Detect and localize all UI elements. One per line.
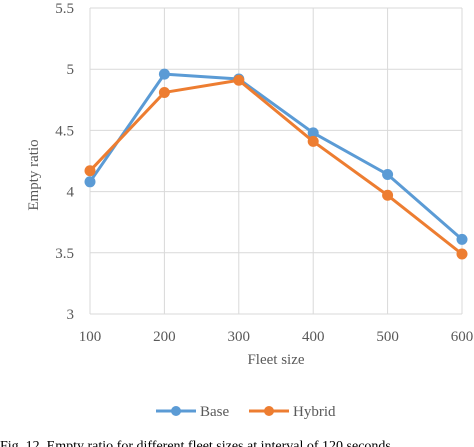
y-tick-label: 3.5 — [55, 246, 74, 262]
x-tick-label: 400 — [302, 329, 325, 345]
data-point-base — [382, 168, 394, 180]
legend-marker-hybrid — [264, 406, 274, 416]
y-axis-label: Empty ratio — [26, 139, 42, 210]
y-tick-label: 4.5 — [55, 123, 74, 139]
y-tick-label: 5.5 — [55, 1, 74, 17]
gridlines — [89, 7, 463, 314]
legend: Base Hybrid — [156, 404, 336, 420]
legend-item-base: Base — [156, 404, 230, 420]
x-tick-label: 600 — [451, 329, 474, 345]
series-group — [84, 68, 468, 260]
figure-caption: Fig. 12. Empty ratio for different fleet… — [0, 439, 391, 447]
series-line-hybrid — [88, 78, 463, 256]
x-tick-label: 500 — [376, 329, 399, 345]
data-point-hybrid — [382, 189, 394, 201]
series-line-base — [88, 72, 463, 241]
data-point-base — [158, 68, 170, 80]
data-point-hybrid — [158, 86, 170, 98]
x-tick-labels: 100 200 300 400 500 600 — [79, 329, 474, 345]
y-tick-label: 5 — [67, 62, 75, 78]
x-tick-label: 200 — [153, 329, 176, 345]
data-point-base — [456, 233, 468, 245]
legend-label-base: Base — [200, 404, 230, 420]
x-tick-label: 100 — [79, 329, 102, 345]
data-point-hybrid — [456, 248, 468, 260]
data-point-hybrid — [307, 135, 319, 147]
legend-marker-base — [171, 406, 181, 416]
data-point-base — [84, 176, 96, 188]
y-tick-labels: 3 3.5 4 4.5 5 5.5 — [55, 1, 74, 323]
data-point-base — [307, 127, 319, 139]
y-tick-label: 4 — [67, 185, 75, 201]
y-tick-label: 3 — [67, 307, 75, 323]
x-tick-label: 300 — [228, 329, 251, 345]
legend-item-hybrid: Hybrid — [249, 404, 336, 420]
x-axis-label: Fleet size — [247, 352, 304, 368]
data-point-hybrid — [233, 74, 245, 86]
data-point-hybrid — [84, 165, 96, 177]
legend-label-hybrid: Hybrid — [293, 404, 336, 420]
